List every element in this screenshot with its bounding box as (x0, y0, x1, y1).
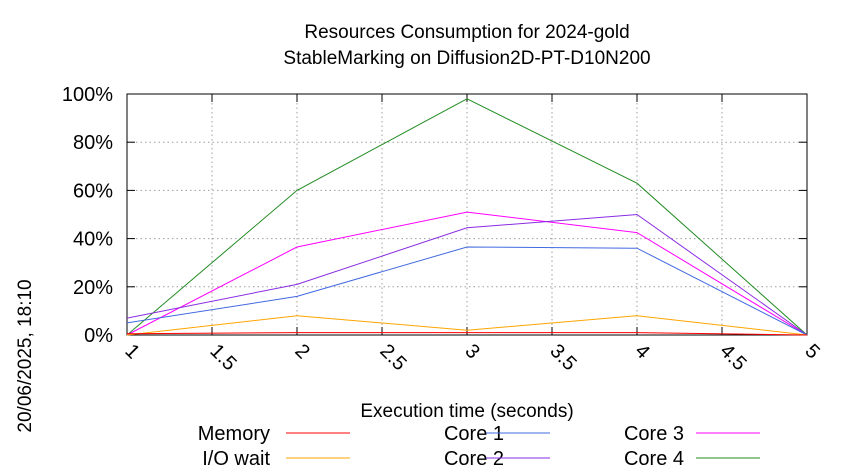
series-line-memory (126, 332, 808, 336)
chart-subtitle: StableMarking on Diffusion2D-PT-D10N200 (283, 48, 650, 69)
grid (127, 94, 807, 335)
legend: Memory I/O wait Core 1 Core 2 Core 3 Core 4 (198, 423, 760, 470)
x-tick-label: 5 (800, 340, 823, 363)
axis-ticks: 0% 20% 40% 60% 80% 100% 1 1.5 2 2.5 3 3.5 4 4.5 5 (62, 84, 824, 375)
y-tick-label: 20% (73, 277, 113, 299)
series-line-i-o-wait (126, 315, 808, 336)
x-tick-label: 1 (120, 340, 143, 363)
y-tick-label: 100% (62, 84, 113, 106)
series-lines (126, 98, 808, 336)
x-axis-label: Execution time (seconds) (360, 401, 573, 422)
x-tick-label: 2.5 (375, 340, 410, 375)
series-line-core-2 (126, 213, 808, 336)
timestamp-label: 20/06/2025, 18:10 (15, 279, 36, 432)
x-tick-label: 3 (460, 340, 483, 363)
series-line-core-1 (126, 246, 808, 336)
legend-label-memory: Memory (198, 423, 270, 445)
y-tick-label: 60% (73, 180, 113, 202)
y-tick-label: 0% (84, 325, 113, 347)
x-tick-label: 2 (290, 340, 313, 363)
series-line-core-4 (126, 98, 808, 336)
legend-label-i-o-wait: I/O wait (202, 448, 270, 470)
x-tick-label: 4.5 (715, 340, 750, 375)
x-tick-label: 1.5 (205, 340, 240, 375)
legend-label-core-2: Core 2 (444, 448, 504, 470)
x-tick-label: 3.5 (545, 340, 580, 375)
legend-label-core-3: Core 3 (624, 423, 684, 445)
series-line-core-3 (126, 211, 808, 336)
chart-title: Resources Consumption for 2024-gold (304, 22, 629, 43)
legend-label-core-1: Core 1 (444, 423, 504, 445)
legend-label-core-4: Core 4 (624, 448, 684, 470)
y-tick-label: 80% (73, 132, 113, 154)
x-tick-label: 4 (630, 340, 653, 363)
y-tick-label: 40% (73, 229, 113, 251)
